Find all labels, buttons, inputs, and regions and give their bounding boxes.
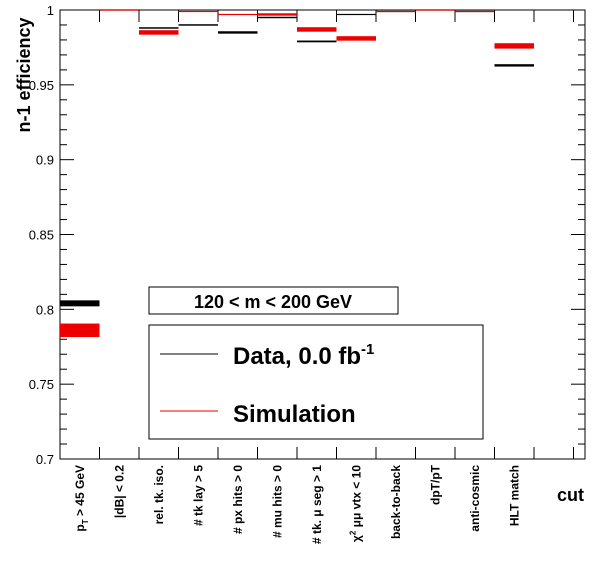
x-tick-label-text: χ (349, 535, 363, 542)
mass-range-box: 120 < m < 200 GeV (148, 286, 399, 315)
simulation-point-1 (60, 323, 100, 338)
legend: Data, 0.0 fb-1 Simulation (148, 324, 484, 440)
x-tick-label: anti-cosmic (468, 465, 482, 532)
legend-data-superscript: -1 (361, 341, 374, 358)
simulation-point-2 (99, 9, 139, 11)
y-axis: 0.7 0.75 0.8 0.85 0.9 0.95 1 (29, 3, 585, 467)
legend-data-label: Data, 0.0 fb-1 (233, 341, 374, 370)
data-point-7 (297, 40, 337, 43)
x-tick-label: pT > 45 GeV (73, 465, 90, 532)
x-axis-label: cut (557, 485, 584, 505)
simulation-point-5 (218, 13, 258, 16)
simulation-point-10 (415, 9, 455, 11)
legend-sim-label: Simulation (233, 401, 356, 428)
legend-data-name: Data, 0.0 fb (233, 343, 361, 370)
y-tick-label: 0.7 (36, 452, 54, 467)
x-tick-label: back-to-back (389, 465, 403, 539)
x-tick-label-text: |dB| < 0.2 (112, 465, 126, 518)
x-tick-label: χ2 μμ vtx < 10 (348, 465, 363, 542)
x-tick-label-subscript: T (81, 519, 90, 524)
y-tick-label: 0.95 (29, 78, 54, 93)
y-tick-label: 1 (47, 3, 54, 18)
x-tick-label-text: # mu hits > 0 (270, 465, 284, 538)
x-tick-label: rel. tk. iso. (152, 465, 166, 524)
y-tick-label: 0.8 (36, 302, 54, 317)
x-tick-label: # tk lay > 5 (191, 465, 205, 526)
x-tick-label-text: μμ vtx < 10 (349, 465, 363, 531)
x-tick-label: dpT/pT (428, 464, 442, 505)
y-tick-label: 0.9 (36, 153, 54, 168)
x-tick-label: |dB| < 0.2 (112, 465, 126, 518)
x-tick-label-text: HLT match (507, 465, 521, 526)
x-tick-label-text: # tk lay > 5 (191, 465, 205, 526)
data-point-8 (336, 13, 376, 16)
x-axis: pT > 45 GeV |dB| < 0.2 rel. tk. iso. # tk l… (59, 10, 574, 544)
simulation-point-7 (297, 27, 337, 32)
x-tick-label: # px hits > 0 (231, 465, 245, 534)
simulation-point-12 (494, 43, 534, 49)
simulation-point-8 (336, 36, 376, 41)
x-tick-label-text: # px hits > 0 (231, 465, 245, 534)
data-marks (60, 9, 534, 338)
data-point-5 (218, 31, 258, 34)
simulation-point-4 (178, 10, 218, 13)
x-tick-label: HLT match (507, 465, 521, 526)
x-tick-label: # tk. μ seg > 1 (310, 465, 324, 544)
data-point-4 (178, 24, 218, 26)
data-point-12 (494, 64, 534, 67)
x-tick-label-text: dpT/pT (428, 464, 442, 505)
simulation-point-9 (376, 10, 416, 13)
simulation-point-6 (257, 13, 297, 16)
x-tick-label-text: p (73, 524, 87, 531)
x-tick-label-text: rel. tk. iso. (152, 465, 166, 524)
x-tick-label: # mu hits > 0 (270, 465, 284, 538)
simulation-point-3 (139, 30, 179, 35)
x-tick-label-superscript: 2 (348, 530, 357, 535)
y-tick-label: 0.75 (29, 377, 54, 392)
x-tick-label-text: # tk. μ seg > 1 (310, 465, 324, 544)
x-tick-label-text: back-to-back (389, 465, 403, 539)
mass-range-annotation: 120 < m < 200 GeV (194, 292, 352, 312)
data-point-6 (257, 16, 297, 19)
y-tick-label: 0.85 (29, 228, 54, 243)
x-tick-label-text: anti-cosmic (468, 465, 482, 532)
data-point-1 (60, 300, 100, 307)
data-point-3 (139, 27, 179, 29)
x-tick-label-text: > 45 GeV (73, 465, 87, 519)
y-axis-label: n-1 efficiency (14, 17, 34, 132)
simulation-point-11 (455, 10, 495, 13)
